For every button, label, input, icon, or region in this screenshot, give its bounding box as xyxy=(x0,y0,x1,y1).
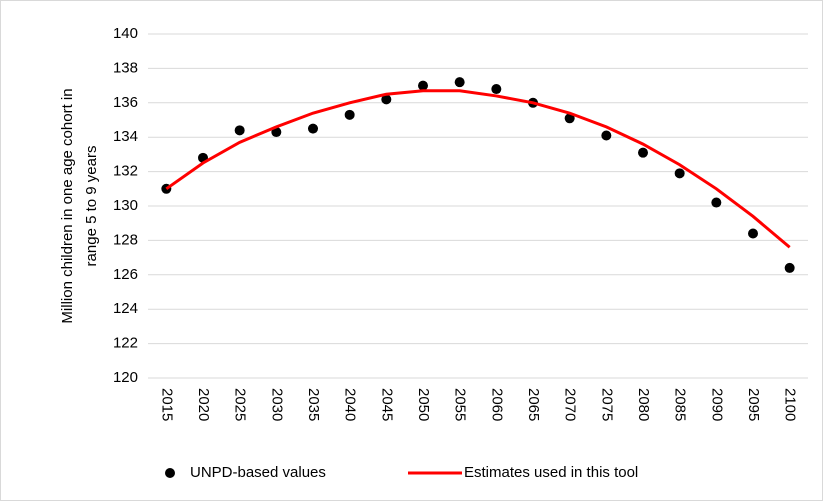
data-point xyxy=(454,77,465,88)
y-tick-label: 136 xyxy=(113,94,138,111)
data-point xyxy=(748,228,758,239)
data-point xyxy=(308,123,318,134)
y-tick-label: 132 xyxy=(113,163,138,180)
data-point xyxy=(784,262,795,273)
data-point xyxy=(381,94,392,105)
legend-label: Estimates used in this tool xyxy=(464,464,638,481)
x-tick-label: 2055 xyxy=(452,388,469,421)
data-point xyxy=(674,168,685,179)
x-tick-label: 2045 xyxy=(378,388,395,421)
x-tick-label: 2100 xyxy=(782,388,799,421)
x-tick-label: 2050 xyxy=(415,388,432,421)
x-tick-label: 2075 xyxy=(598,388,615,421)
x-tick-label: 2080 xyxy=(635,388,652,421)
y-axis-label: Million children in one age cohort in xyxy=(59,88,76,323)
series-line xyxy=(165,89,791,249)
legend-label: UNPD-based values xyxy=(190,464,326,481)
data-point xyxy=(711,197,722,208)
x-tick-label: 2065 xyxy=(525,388,542,421)
data-point xyxy=(234,125,245,136)
y-tick-label: 140 xyxy=(113,25,138,42)
data-point xyxy=(344,109,355,120)
x-tick-label: 2035 xyxy=(305,388,322,421)
y-tick-label: 138 xyxy=(113,59,138,76)
data-point xyxy=(638,147,648,158)
y-tick-label: 128 xyxy=(113,231,138,248)
y-tick-label: 130 xyxy=(113,197,138,214)
x-tick-label: 2040 xyxy=(342,388,359,421)
y-tick-label: 122 xyxy=(113,335,138,352)
legend-marker xyxy=(165,468,175,478)
x-tick-label: 2070 xyxy=(562,388,579,421)
y-axis-label: range 5 to 9 years xyxy=(83,146,100,267)
y-tick-label: 134 xyxy=(113,128,138,145)
y-tick-label: 126 xyxy=(113,266,138,283)
y-tick-label: 120 xyxy=(113,369,138,386)
x-tick-label: 2030 xyxy=(268,388,285,421)
data-point xyxy=(491,84,502,95)
x-tick-label: 2090 xyxy=(708,388,725,421)
data-point xyxy=(418,80,428,91)
x-tick-label: 2025 xyxy=(232,388,249,421)
x-tick-label: 2060 xyxy=(488,388,505,421)
x-tick-label: 2095 xyxy=(745,388,762,421)
x-tick-label: 2020 xyxy=(195,388,212,421)
data-point xyxy=(564,113,575,124)
y-tick-label: 124 xyxy=(113,300,138,317)
x-tick-label: 2085 xyxy=(672,388,689,421)
x-tick-label: 2015 xyxy=(158,388,175,421)
data-point xyxy=(601,130,612,141)
